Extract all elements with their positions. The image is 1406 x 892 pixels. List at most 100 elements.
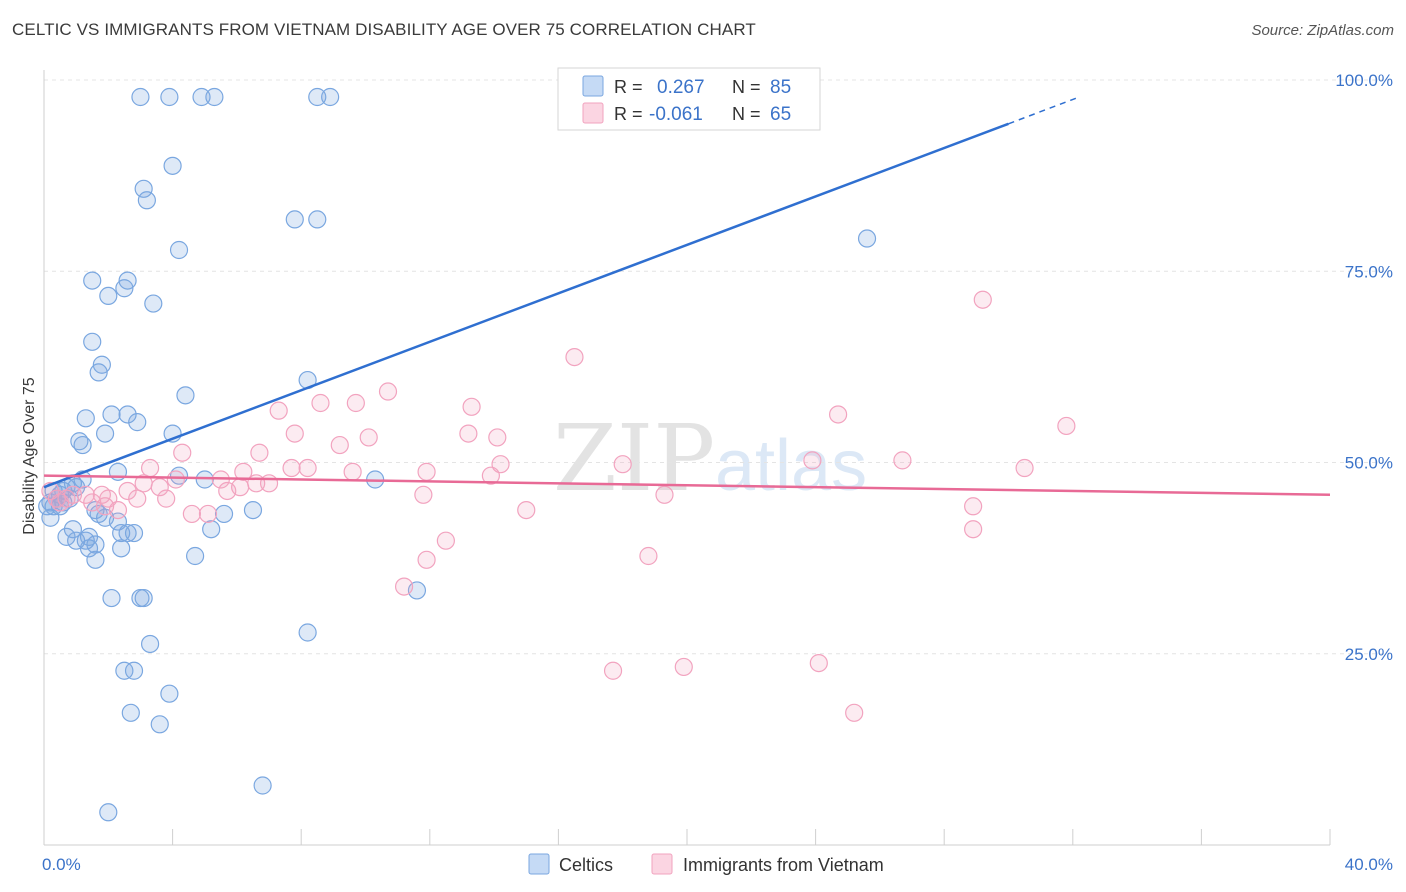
vietnam-point [803,451,822,470]
celtics-point [857,229,877,248]
vietnam-legend-swatch [582,102,604,124]
vietnam-point [311,393,330,413]
vietnam-point [259,474,279,493]
vietnam-point [565,348,584,367]
vietnam-point [140,458,160,478]
celtics-point [118,405,137,424]
celtics-point [76,409,95,428]
celtics-point [102,405,121,424]
vietnam-point [417,462,436,481]
celtics-point [308,210,327,229]
celtics-r-label: R = [614,77,643,97]
legend-vietnam-swatch [651,853,673,875]
vietnam-point [459,424,478,443]
y-tick-label: 75.0% [1345,262,1393,281]
vietnam-point [964,520,983,539]
celtics-n-value: 85 [770,77,791,98]
celtics-point [214,504,234,524]
stats-legend: R = 0.267 N = 85 R = -0.061 N = 65 [557,67,821,131]
vietnam-point [829,405,848,424]
vietnam-point [488,428,507,447]
vietnam-point [517,501,536,520]
vietnam-point [394,577,414,596]
celtics-point [128,413,147,432]
x-tick-label-min: 0.0% [42,855,81,874]
vietnam-point [198,504,218,524]
vietnam-point [378,382,398,401]
vietnam-point [298,458,317,478]
celtics-point [115,661,134,680]
celtics-point [137,191,156,210]
y-tick-label: 50.0% [1345,454,1393,473]
celtics-legend-swatch [582,75,604,97]
celtics-point [99,803,118,822]
vietnam-point [282,458,301,478]
vietnam-point [973,290,992,309]
vietnam-point [613,455,632,474]
vietnam-n-label: N = [732,104,761,124]
source-label: Source: ZipAtlas.com [1251,22,1394,39]
vietnam-point [417,550,436,569]
vietnam-point [157,489,176,508]
vietnam-point [655,485,674,504]
axes [43,70,1330,846]
celtics-point [160,684,179,703]
celtics-point [57,527,76,546]
vietnam-point [128,489,147,508]
legend-celtics-swatch [528,853,550,875]
celtics-point [131,87,150,107]
celtics-point [298,623,317,642]
celtics-point [150,715,169,734]
y-tick-label: 100.0% [1335,71,1393,90]
vietnam-point [639,546,658,566]
celtics-point [243,501,263,520]
celtics-trend-extension [1008,96,1080,125]
vietnam-point [481,466,500,485]
celtics-point [202,520,221,539]
celtics-point [160,87,179,107]
celtics-point [124,523,144,543]
watermark-zip: ZIP [553,405,715,512]
vietnam-point [809,653,828,673]
vietnam-r-value: -0.061 [649,104,703,125]
vietnam-point [234,462,253,481]
vietnam-point [893,451,912,470]
celtics-point [115,279,134,298]
celtics-point [73,435,92,455]
vietnam-point [343,462,362,481]
celtics-point [144,294,163,313]
vietnam-point [47,489,66,508]
celtics-point [89,363,108,382]
celtics-point [134,588,153,608]
y-tick-labels: 25.0% 50.0% 75.0% 100.0% [1335,71,1393,664]
watermark-atlas: atlas [715,426,867,506]
vietnam-point [964,497,983,516]
vietnam-r-label: R = [614,104,643,124]
celtics-point [83,271,102,290]
legend-celtics-label: Celtics [559,855,613,875]
vietnam-point [182,504,201,524]
y-axis-label: Disability Age Over 75 [21,377,38,535]
vietnam-point [118,481,137,501]
celtics-point [163,156,182,175]
celtics-point [121,703,140,722]
celtics-point [118,523,137,543]
vietnam-point [462,397,481,416]
celtics-point [95,424,115,443]
celtics-point [83,332,102,351]
vietnam-point [1057,416,1076,436]
vietnam-point [250,443,269,462]
vietnam-point [414,485,433,504]
y-tick-label: 25.0% [1345,645,1393,664]
celtics-point [140,634,160,654]
vietnam-point [108,501,128,520]
vietnam-point [269,401,288,420]
vietnam-point [603,661,623,680]
celtics-point [205,87,224,107]
celtics-point [134,179,153,198]
vietnam-point [285,424,304,443]
vietnam-point [173,443,192,462]
celtics-point [285,210,304,229]
celtics-point [169,240,189,260]
